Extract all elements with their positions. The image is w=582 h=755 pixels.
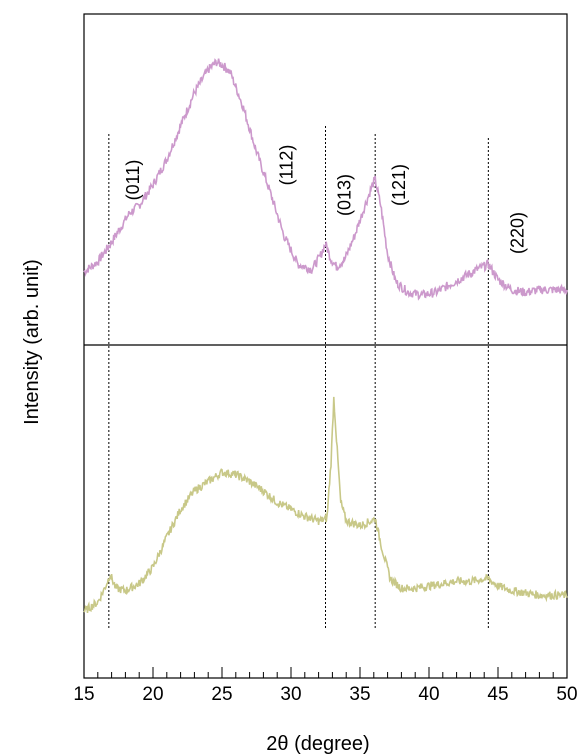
- x-tick-label: 35: [349, 684, 370, 705]
- peak-label: (121): [389, 164, 409, 206]
- plot-frame: [83, 13, 568, 679]
- x-tick-label: 30: [280, 684, 301, 705]
- x-tick-label: 45: [487, 684, 508, 705]
- series-line-bottom: [83, 396, 568, 613]
- x-tick-label: 20: [142, 684, 163, 705]
- peak-label: (011): [123, 160, 143, 201]
- peak-label: (013): [335, 174, 355, 216]
- y-axis-title: Intensity (arb. unit): [21, 259, 43, 425]
- x-tick-label: 15: [73, 684, 94, 705]
- peak-label: (220): [507, 212, 527, 254]
- x-tick-label: 25: [211, 684, 232, 705]
- x-tick-label: 40: [418, 684, 439, 705]
- x-axis-title: 2θ (degree): [266, 733, 369, 755]
- series-line-top: [83, 58, 568, 301]
- x-tick-label: 50: [556, 684, 577, 705]
- peak-label: (112): [276, 145, 296, 186]
